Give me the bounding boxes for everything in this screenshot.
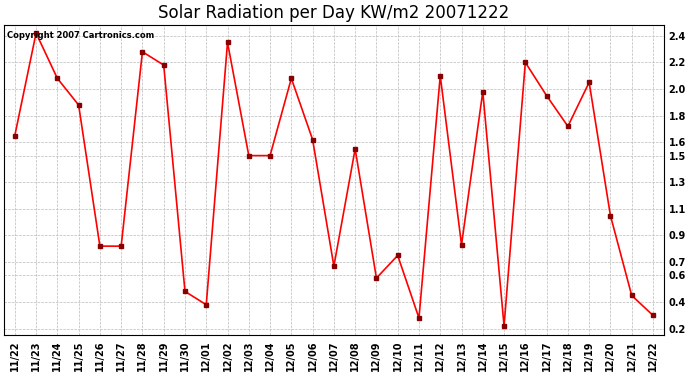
Text: Copyright 2007 Cartronics.com: Copyright 2007 Cartronics.com — [8, 32, 155, 40]
Title: Solar Radiation per Day KW/m2 20071222: Solar Radiation per Day KW/m2 20071222 — [158, 4, 509, 22]
